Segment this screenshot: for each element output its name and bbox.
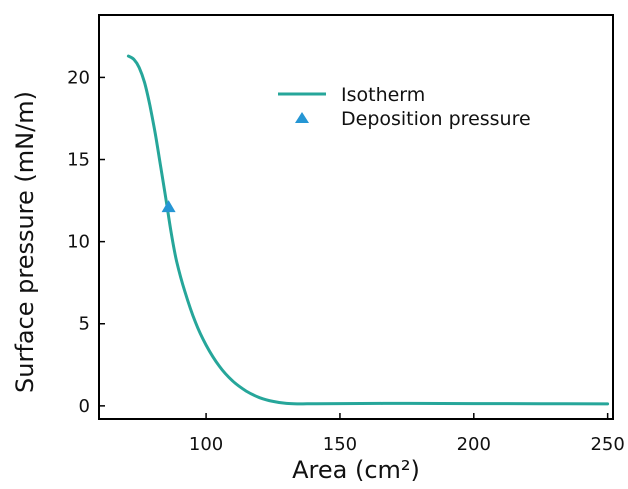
- legend-swatch-triangle: [295, 112, 309, 123]
- series-layer: [126, 54, 610, 406]
- isotherm-line: [126, 54, 610, 406]
- x-tick-label: 100: [189, 434, 223, 455]
- y-tick-label: 10: [67, 232, 90, 253]
- x-tick-label: 250: [590, 434, 624, 455]
- plot-frame: [98, 14, 614, 420]
- y-tick-label: 5: [79, 314, 90, 335]
- x-axis-title: Area (cm²): [292, 456, 420, 484]
- y-tick-label: 20: [67, 67, 90, 88]
- legend-label: Isotherm: [341, 84, 425, 106]
- x-tick-label: 150: [323, 434, 357, 455]
- y-tick-label: 0: [79, 396, 90, 417]
- y-axis-title: Surface pressure (mN/m): [11, 91, 39, 393]
- x-tick-label: 200: [457, 434, 491, 455]
- axis-ticks: 100 150 200 250 0 5 10 15 20: [67, 67, 625, 455]
- y-tick-label: 15: [67, 150, 90, 171]
- legend-label: Deposition pressure: [341, 108, 531, 130]
- deposition-pressure-marker: [161, 200, 176, 213]
